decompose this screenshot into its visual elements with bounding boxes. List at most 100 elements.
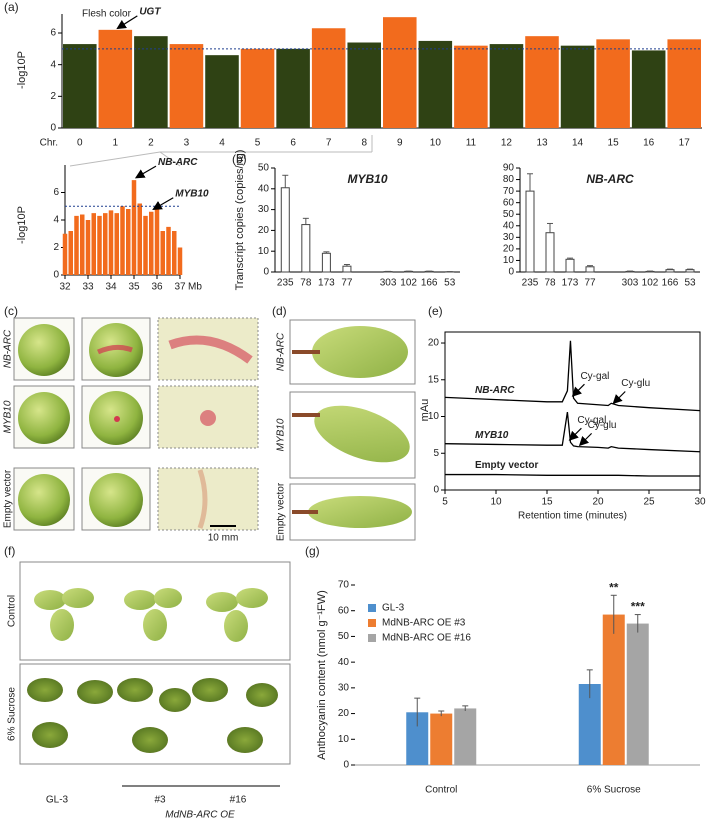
x-tick-label: 77 [584, 278, 596, 289]
y-tick-label: 0 [53, 270, 59, 281]
y-tick-label: 40 [503, 220, 515, 231]
x-tick-label: 10 [430, 138, 442, 149]
x-tick-label: 33 [82, 282, 94, 293]
x-tick-label: 32 [59, 282, 71, 293]
x-tick-label: 0 [77, 138, 83, 149]
x-tick-label: 3 [184, 138, 190, 149]
x-axis-label: Chr. [40, 138, 58, 149]
x-tick-label: 166 [421, 278, 438, 289]
legend-label: GL-3 [382, 603, 405, 614]
row-label: 6% Sucrose [7, 687, 18, 741]
chromosome-peak [383, 17, 417, 129]
y-tick-label: 0 [50, 123, 56, 134]
y-tick-label: 80 [503, 174, 515, 185]
line-label: #3 [154, 795, 166, 806]
panel-label: (b) [232, 152, 247, 166]
x-tick-label: 36 [151, 282, 163, 293]
y-tick-label: 30 [503, 232, 515, 243]
y-tick-label: 0 [508, 267, 514, 278]
chromosome-peak [169, 44, 204, 129]
x-tick-label: 14 [572, 138, 584, 149]
bar [406, 712, 429, 765]
photo-panel-d: NB-ARC MYB10 Empty vector [276, 319, 416, 541]
row-label: NB-ARC [276, 332, 287, 371]
annotation: UGT [139, 6, 161, 17]
chromosome-peak [596, 39, 630, 129]
y-tick-label: 20 [503, 244, 515, 255]
x-tick-label: 5 [442, 497, 448, 508]
legend-swatch [368, 619, 376, 627]
x-tick-label: Control [425, 785, 457, 796]
chromosome-peak [134, 36, 168, 128]
y-tick-label: 60 [503, 197, 515, 208]
x-tick-label: 30 [694, 497, 706, 508]
row-label: MYB10 [3, 400, 14, 433]
legend-swatch [368, 604, 376, 612]
x-tick-label: 17 [679, 138, 691, 149]
bar [321, 252, 331, 273]
group-label: MdNB-ARC OE [165, 810, 235, 821]
chromosome-peak [276, 48, 310, 129]
x-tick-label: 12 [501, 138, 513, 149]
row-label: Empty vector [3, 469, 14, 528]
trace-label: Empty vector [475, 460, 538, 471]
panel-label: (c) [4, 304, 18, 318]
x-tick-label: 77 [341, 278, 353, 289]
significance-label: *** [631, 600, 645, 614]
x-tick-label: 166 [662, 278, 679, 289]
peak-label: Cy-glu [621, 378, 650, 389]
x-tick-label: 235 [277, 278, 294, 289]
x-tick-label: 7 [326, 138, 332, 149]
panel-label: (e) [428, 304, 443, 318]
row-label: NB-ARC [3, 329, 14, 368]
annotation-arrow [612, 391, 626, 405]
bar [685, 269, 695, 273]
bar [565, 258, 575, 273]
x-tick-label: 2 [148, 138, 154, 149]
annotation-arrow [152, 197, 174, 210]
x-tick-label: 8 [361, 138, 367, 149]
x-tick-label: 78 [544, 278, 556, 289]
trace [444, 340, 701, 412]
chromosome-peak [525, 36, 559, 128]
y-axis-label: -log10P [16, 206, 28, 244]
x-tick-label: 15 [541, 497, 553, 508]
x-tick-label: 1 [113, 138, 119, 149]
trace-label: NB-ARC [475, 385, 515, 396]
y-tick-label: 2 [50, 91, 56, 102]
row-label: MYB10 [276, 418, 287, 451]
bar [602, 614, 625, 765]
bar [545, 232, 555, 273]
peak-label: Cy-gal [577, 415, 606, 426]
bar [454, 708, 477, 765]
y-tick-label: 70 [503, 186, 515, 197]
x-tick-label: 10 [490, 497, 502, 508]
x-tick-label: 16 [643, 138, 655, 149]
annotation: MYB10 [175, 188, 209, 199]
chromosome-peak [454, 45, 488, 128]
x-tick-label: 15 [608, 138, 620, 149]
y-tick-label: 10 [428, 411, 440, 422]
panel-label: (a) [4, 0, 19, 14]
legend-label: MdNB-ARC OE #3 [382, 618, 466, 629]
y-tick-label: 0 [343, 760, 349, 771]
annotation-arrow [571, 383, 585, 397]
x-tick-label: 37 [174, 282, 186, 293]
x-tick-label: 4 [219, 138, 225, 149]
x-tick-label: 173 [318, 278, 335, 289]
photo-panel-f: Control 6% Sucrose GL-3 #3 #16 MdNB-ARC … [7, 561, 291, 821]
x-tick-label: 53 [684, 278, 696, 289]
chromosome-peak [560, 45, 595, 128]
scale-bar-label: 10 mm [208, 533, 239, 544]
chromosome-peak [63, 44, 97, 129]
y-tick-label: 10 [258, 246, 270, 257]
x-tick-label: 102 [642, 278, 659, 289]
legend-label: MdNB-ARC OE #16 [382, 633, 471, 644]
chromosome-peak [418, 40, 453, 128]
y-tick-label: 6 [53, 187, 59, 198]
photo-panel-c: NB-ARC MYB10 Empty vector 10 mm [3, 317, 259, 544]
trace-label: MYB10 [475, 430, 509, 441]
x-tick-label: 11 [466, 138, 477, 149]
bar [301, 224, 311, 273]
y-axis-label: -log10P [16, 51, 28, 89]
